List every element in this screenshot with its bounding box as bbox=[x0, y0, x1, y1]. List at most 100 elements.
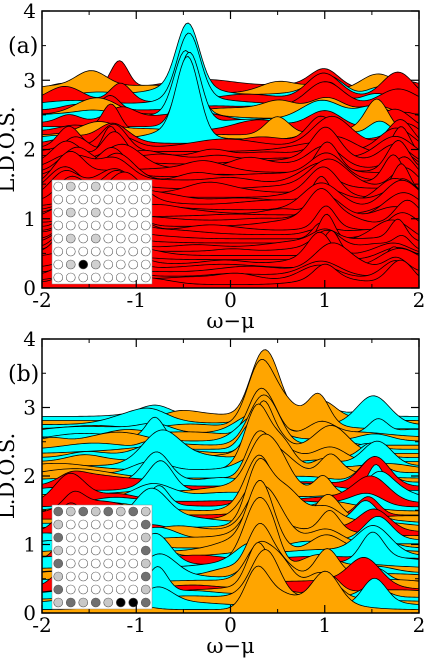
lattice-site bbox=[103, 532, 114, 543]
lattice-site bbox=[90, 272, 101, 283]
x-axis-label: ω−μ bbox=[206, 309, 254, 333]
lattice-site bbox=[65, 506, 76, 517]
panel-b: -2 -1 0 1 2 0 1 2 3 4 (b) ω−μ L.D.O.S. bbox=[0, 327, 425, 658]
lattice-site bbox=[115, 181, 126, 192]
lattice-site bbox=[78, 584, 89, 595]
lattice-site bbox=[140, 584, 151, 595]
lattice-site bbox=[65, 220, 76, 231]
lattice-site bbox=[103, 272, 114, 283]
panel-a: -2 -1 0 1 2 0 1 2 3 4 (a) ω−μ L.D.O.S. bbox=[0, 0, 425, 333]
lattice-site bbox=[53, 220, 64, 231]
lattice-site bbox=[115, 558, 126, 569]
lattice-site bbox=[78, 519, 89, 530]
y-tick-label: 2 bbox=[23, 464, 36, 488]
y-tick-label: 1 bbox=[23, 207, 36, 231]
lattice-site bbox=[78, 272, 89, 283]
lattice-site bbox=[128, 272, 139, 283]
lattice-site bbox=[140, 597, 151, 608]
lattice-site bbox=[103, 194, 114, 205]
lattice-site bbox=[53, 194, 64, 205]
lattice-site bbox=[78, 220, 89, 231]
lattice-site bbox=[65, 571, 76, 582]
x-tick-label: -1 bbox=[127, 288, 146, 312]
lattice-site bbox=[140, 532, 151, 543]
lattice-site bbox=[78, 532, 89, 543]
lattice-site bbox=[65, 194, 76, 205]
x-tick-label: 0 bbox=[224, 288, 237, 312]
lattice-site bbox=[140, 272, 151, 283]
x-tick-label: -2 bbox=[32, 288, 51, 312]
marked-site bbox=[115, 597, 126, 608]
lattice-site bbox=[90, 207, 101, 218]
lattice-site bbox=[115, 506, 126, 517]
lattice-site bbox=[140, 194, 151, 205]
lattice-site bbox=[115, 259, 126, 270]
lattice-site bbox=[78, 181, 89, 192]
lattice-site bbox=[140, 233, 151, 244]
panel-label: (a) bbox=[8, 34, 38, 59]
y-tick-label: 3 bbox=[23, 68, 36, 92]
lattice-site bbox=[115, 233, 126, 244]
lattice-site bbox=[53, 246, 64, 257]
lattice-inset bbox=[51, 179, 153, 285]
lattice-site bbox=[53, 181, 64, 192]
lattice-inset bbox=[51, 504, 153, 610]
lattice-site bbox=[53, 532, 64, 543]
lattice-site bbox=[90, 233, 101, 244]
lattice-site bbox=[65, 597, 76, 608]
y-tick-label: 1 bbox=[23, 533, 36, 557]
lattice-site bbox=[65, 532, 76, 543]
lattice-site bbox=[90, 558, 101, 569]
lattice-site bbox=[140, 220, 151, 231]
lattice-site bbox=[115, 272, 126, 283]
lattice-site bbox=[53, 506, 64, 517]
lattice-site bbox=[115, 220, 126, 231]
x-tick-label: 2 bbox=[413, 288, 426, 312]
lattice-site bbox=[78, 545, 89, 556]
lattice-site bbox=[103, 584, 114, 595]
lattice-site bbox=[115, 194, 126, 205]
lattice-site bbox=[128, 558, 139, 569]
lattice-site bbox=[103, 246, 114, 257]
lattice-site bbox=[65, 207, 76, 218]
lattice-site bbox=[78, 571, 89, 582]
y-axis-label: L.D.O.S. bbox=[0, 106, 19, 192]
lattice-site bbox=[90, 545, 101, 556]
x-axis-label: ω−μ bbox=[206, 634, 254, 658]
lattice-site bbox=[128, 181, 139, 192]
lattice-site bbox=[90, 571, 101, 582]
lattice-site bbox=[128, 571, 139, 582]
marked-site bbox=[128, 597, 139, 608]
lattice-site bbox=[128, 545, 139, 556]
lattice-site bbox=[103, 558, 114, 569]
lattice-site bbox=[65, 233, 76, 244]
lattice-site bbox=[78, 207, 89, 218]
y-tick-label: 3 bbox=[23, 396, 36, 420]
lattice-site bbox=[115, 532, 126, 543]
lattice-site bbox=[140, 246, 151, 257]
lattice-site bbox=[65, 181, 76, 192]
x-tick-label: 1 bbox=[318, 613, 331, 637]
lattice-site bbox=[140, 545, 151, 556]
lattice-site bbox=[140, 259, 151, 270]
lattice-site bbox=[103, 233, 114, 244]
lattice-site bbox=[65, 545, 76, 556]
lattice-site bbox=[115, 545, 126, 556]
lattice-site bbox=[78, 233, 89, 244]
lattice-site bbox=[53, 207, 64, 218]
lattice-site bbox=[90, 220, 101, 231]
lattice-site bbox=[128, 259, 139, 270]
lattice-site bbox=[65, 259, 76, 270]
lattice-site bbox=[65, 558, 76, 569]
lattice-site bbox=[103, 506, 114, 517]
lattice-site bbox=[128, 220, 139, 231]
lattice-site bbox=[103, 220, 114, 231]
lattice-site bbox=[53, 272, 64, 283]
lattice-site bbox=[78, 194, 89, 205]
panel-label: (b) bbox=[8, 362, 39, 387]
y-tick-label: 4 bbox=[23, 0, 36, 23]
lattice-site bbox=[90, 246, 101, 257]
lattice-site bbox=[53, 571, 64, 582]
lattice-site bbox=[128, 207, 139, 218]
lattice-site bbox=[115, 246, 126, 257]
